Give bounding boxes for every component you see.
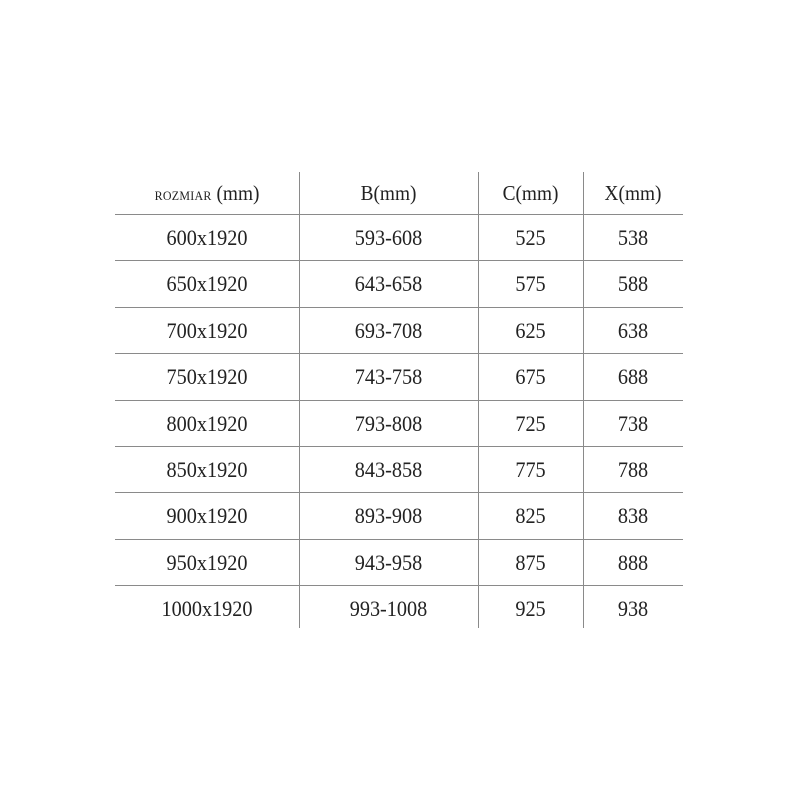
cell-c: 875 [515, 550, 546, 575]
cell-c: 525 [515, 225, 546, 250]
cell-rozmiar: 1000x1920 [161, 596, 253, 621]
cell-rozmiar: 850x1920 [166, 457, 248, 482]
header-x: X(mm) [587, 172, 679, 214]
cell-x: 938 [617, 596, 649, 621]
cell-rozmiar: 700x1920 [166, 318, 248, 343]
cell-rozmiar: 900x1920 [166, 503, 248, 528]
row-divider [115, 492, 683, 493]
cell-c: 825 [515, 503, 546, 528]
header-c: C(mm) [482, 172, 579, 214]
size-table: ROZMIAR (mm) B(mm) C(mm) X(mm) 600x1920 5… [115, 172, 683, 628]
header-unit: (mm) [515, 181, 559, 205]
row-divider [115, 400, 683, 401]
header-rozmiar: ROZMIAR (mm) [122, 172, 291, 214]
row-divider [115, 260, 683, 261]
cell-c: 775 [515, 457, 546, 482]
cell-b: 643-658 [354, 271, 423, 296]
cell-b: 793-808 [354, 411, 423, 436]
cell-b: 593-608 [354, 225, 423, 250]
cell-x: 588 [617, 271, 649, 296]
cell-x: 538 [617, 225, 649, 250]
header-unit: (mm) [373, 181, 417, 205]
header-unit: (mm) [216, 181, 260, 205]
header-label: C [502, 181, 516, 205]
cell-x: 838 [617, 503, 649, 528]
cell-b: 693-708 [354, 318, 423, 343]
cell-b: 743-758 [354, 364, 423, 389]
cell-c: 625 [515, 318, 546, 343]
row-divider [115, 539, 683, 540]
cell-c: 725 [515, 411, 546, 436]
row-divider [115, 353, 683, 354]
cell-b: 943-958 [354, 550, 423, 575]
cell-c: 575 [515, 271, 546, 296]
cell-rozmiar: 950x1920 [166, 550, 248, 575]
cell-rozmiar: 600x1920 [166, 225, 248, 250]
cell-x: 788 [617, 457, 649, 482]
row-divider [115, 585, 683, 586]
row-divider [115, 214, 683, 215]
cell-x: 888 [617, 550, 649, 575]
cell-rozmiar: 750x1920 [166, 364, 248, 389]
cell-x: 738 [617, 411, 649, 436]
cell-b: 893-908 [354, 503, 423, 528]
cell-rozmiar: 800x1920 [166, 411, 248, 436]
cell-x: 688 [617, 364, 649, 389]
cell-b: 993-1008 [349, 596, 428, 621]
header-label: B [360, 181, 374, 205]
cell-x: 638 [617, 318, 649, 343]
header-label: X [604, 181, 619, 205]
cell-b: 843-858 [354, 457, 423, 482]
header-label: ROZMIAR [154, 188, 212, 203]
row-divider [115, 307, 683, 308]
row-divider [115, 446, 683, 447]
cell-c: 675 [515, 364, 546, 389]
header-b: B(mm) [306, 172, 471, 214]
header-unit: (mm) [618, 181, 662, 205]
cell-rozmiar: 650x1920 [166, 271, 248, 296]
cell-c: 925 [515, 596, 546, 621]
